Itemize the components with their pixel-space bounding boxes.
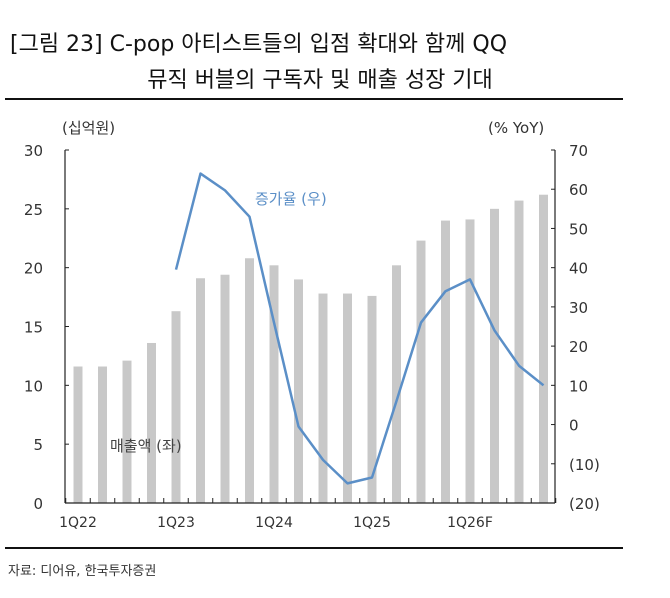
bar-2Q24 [294, 279, 303, 503]
x-tick-label: 1Q22 [59, 515, 97, 531]
growth-line [174, 172, 545, 485]
line-series-label: 증가율 (우) [255, 190, 327, 208]
bar-1Q25 [367, 295, 377, 503]
figure-title-line1: [그림 23] C-pop 아티스트들의 입점 확대와 함께 QQ [10, 32, 508, 57]
x-tick-label: 1Q26F [447, 515, 493, 531]
right-tick-label: 50 [569, 220, 588, 238]
left-tick-label: 20 [24, 260, 43, 278]
bar-2Q25 [392, 265, 401, 503]
left-tick-label: 15 [24, 319, 43, 337]
bar-1Q22 [73, 366, 83, 503]
source-note: 자료: 디어유, 한국투자증권 [8, 564, 157, 579]
bar-series-label: 매출액 (좌) [110, 437, 182, 455]
bar-3Q24 [318, 293, 328, 503]
left-tick-label: 25 [24, 201, 43, 219]
x-tick-label: 1Q23 [157, 515, 195, 531]
top-rule [5, 98, 623, 100]
bar-2Q26F [490, 208, 499, 504]
bar-1Q23 [171, 311, 181, 503]
x-tick-label: 1Q25 [353, 515, 391, 531]
bar-1Q24 [269, 265, 279, 503]
right-tick-label: 20 [569, 338, 588, 356]
right-tick-label: 40 [569, 260, 588, 278]
figure-title-line2: 뮤직 버블의 구독자 및 매출 성장 기대 [147, 68, 493, 93]
bar-1Q26F [465, 219, 475, 503]
bar-4Q26F [539, 194, 548, 504]
right-tick-label: 30 [569, 299, 588, 317]
bar-3Q26F [514, 200, 524, 503]
right-tick-label: (10) [569, 456, 600, 474]
bar-4Q24 [343, 293, 352, 503]
bar-3Q22 [122, 360, 132, 503]
right-axis-unit: (% YoY) [488, 119, 544, 137]
right-tick-label: (20) [569, 495, 600, 513]
bar-3Q25 [416, 240, 426, 503]
bar-4Q23 [245, 258, 254, 503]
right-tick-label: 70 [569, 142, 588, 160]
bottom-rule [5, 547, 623, 549]
right-tick-label: 0 [569, 417, 579, 435]
left-tick-label: 30 [24, 142, 43, 160]
right-tick-label: 60 [569, 181, 588, 199]
bar-4Q22 [147, 342, 156, 503]
bar-3Q23 [220, 274, 230, 503]
left-tick-label: 10 [24, 377, 43, 395]
left-tick-label: 5 [33, 436, 43, 454]
x-tick-label: 1Q24 [255, 515, 293, 531]
bar-2Q22 [98, 366, 107, 503]
right-tick-label: 10 [569, 377, 588, 395]
bar-4Q25 [441, 220, 450, 503]
left-axis-unit: (십억원) [62, 119, 115, 137]
bar-2Q23 [196, 278, 205, 503]
left-tick-label: 0 [33, 495, 43, 513]
